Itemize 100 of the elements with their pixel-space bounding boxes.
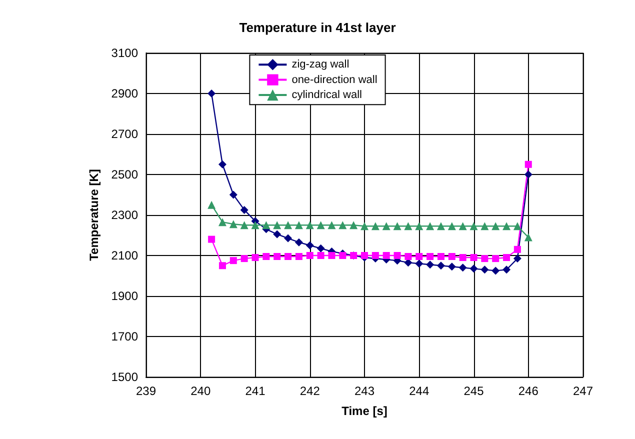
point — [338, 221, 347, 230]
point — [481, 255, 488, 262]
x-tick-label: 243 — [354, 384, 375, 398]
point — [513, 254, 522, 263]
point — [306, 241, 314, 250]
legend-label: zig-zag wall — [292, 58, 350, 71]
point — [284, 253, 292, 260]
point — [436, 262, 445, 270]
point — [448, 222, 456, 230]
point — [459, 254, 466, 262]
point — [218, 218, 226, 226]
point — [513, 222, 522, 230]
point — [274, 253, 281, 260]
point — [371, 222, 380, 230]
point — [492, 255, 500, 262]
point — [328, 252, 336, 259]
point — [361, 252, 368, 259]
point — [306, 221, 314, 230]
point — [262, 221, 270, 230]
point — [524, 233, 532, 242]
point — [393, 222, 402, 230]
point — [502, 266, 511, 274]
point — [229, 190, 238, 199]
point — [458, 222, 467, 230]
point — [316, 244, 325, 252]
point — [502, 222, 511, 230]
point — [514, 246, 521, 253]
point — [284, 234, 292, 242]
x-tick-label: 247 — [572, 384, 594, 398]
point — [240, 206, 248, 214]
x-tick-label: 246 — [518, 384, 539, 398]
point — [294, 221, 303, 230]
point — [492, 266, 500, 275]
point — [273, 221, 282, 230]
legend-label: one-direction wall — [292, 74, 378, 86]
y-tick-label: 2100 — [111, 248, 138, 262]
point — [415, 222, 424, 230]
point — [306, 252, 314, 259]
point — [316, 221, 325, 230]
point — [470, 254, 478, 262]
x-tick-label: 245 — [464, 384, 484, 398]
point — [382, 252, 390, 259]
point — [426, 253, 434, 260]
point — [218, 160, 226, 168]
point — [273, 230, 282, 238]
point — [415, 260, 424, 268]
point — [229, 220, 238, 228]
chart-title: Temperature in 41st layer — [239, 20, 396, 35]
point — [394, 252, 401, 259]
point — [480, 266, 489, 274]
point — [262, 253, 270, 260]
y-tick-label: 2700 — [111, 127, 138, 141]
point — [404, 222, 412, 230]
point — [252, 254, 259, 262]
point — [448, 253, 456, 260]
point — [524, 170, 532, 178]
point — [350, 221, 358, 230]
point — [492, 222, 500, 230]
point — [448, 262, 456, 271]
point — [360, 222, 368, 230]
point — [382, 222, 390, 230]
point — [240, 221, 248, 230]
y-tick-label: 1500 — [111, 370, 138, 384]
point — [251, 221, 260, 230]
point — [294, 238, 303, 246]
point — [503, 254, 510, 262]
point — [458, 264, 467, 272]
point — [328, 221, 336, 230]
y-tick-label: 2300 — [111, 208, 138, 222]
point — [208, 200, 216, 209]
x-tick-label: 239 — [136, 384, 156, 398]
point — [480, 222, 489, 230]
point — [437, 253, 444, 260]
y-tick-label: 1900 — [111, 289, 138, 303]
x-tick-label: 241 — [245, 384, 266, 398]
point — [426, 222, 434, 230]
point — [372, 252, 379, 259]
point — [208, 236, 216, 243]
y-tick-label: 3100 — [111, 46, 138, 60]
point — [470, 264, 478, 273]
point — [284, 221, 292, 230]
point — [218, 262, 226, 270]
x-tick-label: 240 — [190, 384, 211, 398]
point — [240, 255, 248, 262]
point — [208, 90, 216, 98]
legend-label: cylindrical wall — [292, 89, 362, 101]
point — [436, 222, 445, 230]
y-tick-label: 2900 — [111, 86, 138, 100]
point — [426, 260, 434, 269]
point — [317, 252, 324, 259]
point — [470, 222, 478, 230]
point — [404, 253, 412, 260]
point — [524, 160, 532, 168]
y-tick-label: 2500 — [111, 168, 138, 182]
point — [230, 257, 237, 264]
y-axis-title: Temperature [K] — [87, 169, 101, 261]
point — [295, 253, 302, 260]
point — [416, 253, 423, 260]
point — [339, 252, 346, 259]
y-tick-label: 1700 — [111, 330, 138, 344]
